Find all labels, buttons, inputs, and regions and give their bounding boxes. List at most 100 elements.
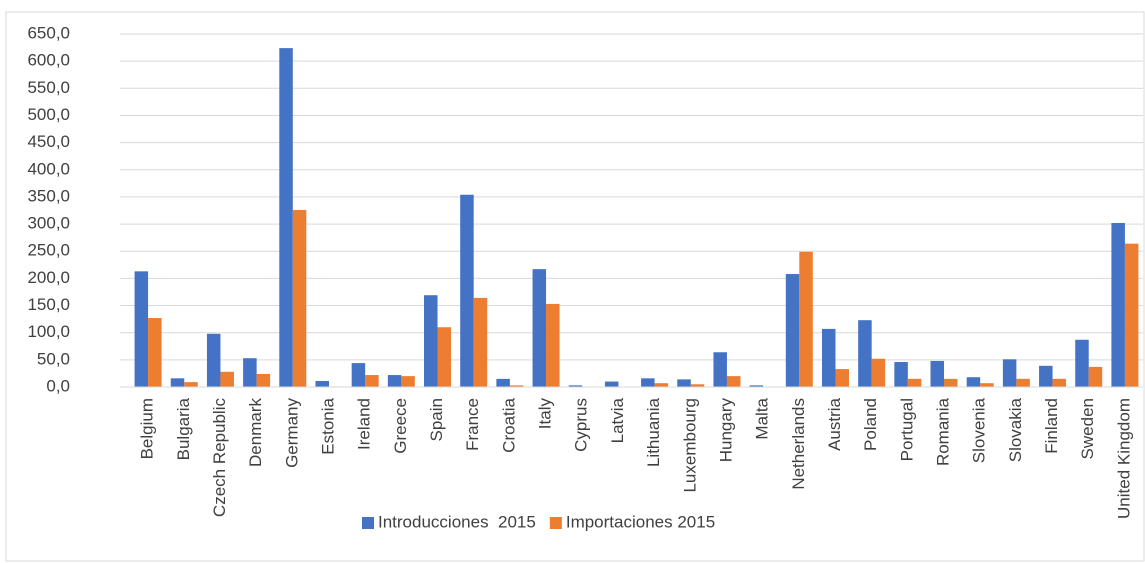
x-tick-label: Denmark [246, 398, 265, 467]
bar [1002, 359, 1017, 387]
bar [799, 251, 813, 387]
bar [944, 378, 958, 387]
bar [532, 269, 547, 387]
x-tick-label: Lithuania [644, 397, 663, 467]
y-tick-label: 100,0 [27, 322, 70, 341]
bar [387, 375, 402, 387]
bar [894, 362, 908, 387]
chart-border [5, 11, 1145, 562]
bar [785, 274, 800, 387]
x-tick-label: Finland [1042, 398, 1061, 454]
bar [460, 194, 474, 387]
bar [365, 375, 379, 387]
bar [1088, 366, 1103, 387]
x-tick-label: Belgium [138, 398, 157, 459]
bar [437, 327, 452, 387]
y-tick-label: 300,0 [27, 214, 70, 233]
bar [749, 385, 764, 387]
x-tick-label: Latvia [608, 397, 627, 443]
y-tick-label: 450,0 [27, 132, 70, 151]
bar [243, 358, 257, 387]
bar [220, 371, 234, 387]
bar [401, 376, 415, 387]
y-tick-label: 150,0 [27, 295, 70, 314]
y-tick-label: 550,0 [27, 78, 70, 97]
bar [871, 358, 886, 387]
bar [206, 333, 221, 387]
bar [292, 209, 307, 387]
bar [473, 297, 488, 387]
y-tick-label: 250,0 [27, 241, 70, 260]
bar [170, 378, 185, 387]
bar [509, 385, 524, 387]
x-tick-label: Slovakia [1006, 397, 1025, 462]
bar [148, 318, 162, 387]
bar [641, 378, 655, 387]
y-tick-label: 500,0 [27, 105, 70, 124]
x-tick-label: Romania [934, 397, 953, 466]
bar [568, 385, 583, 387]
legend-label: Importaciones 2015 [566, 512, 715, 531]
bar [654, 383, 669, 387]
x-tick-label: Germany [282, 398, 301, 468]
x-tick-label: Ireland [355, 398, 374, 450]
bar [184, 382, 198, 387]
x-tick-label: Czech Republic [210, 398, 229, 518]
y-tick-label: 600,0 [27, 51, 70, 70]
x-tick-label: Netherlands [789, 398, 808, 490]
bar [604, 381, 619, 387]
bar [256, 373, 271, 387]
x-tick-label: Greece [391, 398, 410, 454]
bar [279, 48, 293, 388]
x-tick-label: Malta [753, 397, 772, 439]
bar [134, 271, 149, 387]
x-tick-label: United Kingdom [1114, 398, 1133, 519]
y-tick-label: 0,0 [46, 376, 70, 395]
y-tick-label: 400,0 [27, 159, 70, 178]
x-tick-label: Italy [536, 398, 555, 430]
y-tick-label: 350,0 [27, 186, 70, 205]
y-tick-label: 200,0 [27, 268, 70, 287]
bar [424, 295, 438, 387]
x-tick-label: Austria [825, 397, 844, 450]
bar [1124, 243, 1139, 387]
x-tick-label: Hungary [716, 398, 735, 463]
x-tick-label: Luxembourg [680, 398, 699, 493]
bar [835, 369, 849, 387]
x-tick-label: Poland [861, 398, 880, 451]
legend-label: Introducciones 2015 [378, 512, 536, 531]
x-tick-label: Portugal [897, 398, 916, 461]
bar [980, 383, 994, 387]
bar [1052, 378, 1067, 387]
legend-swatch [362, 517, 374, 529]
bar [930, 360, 945, 387]
x-tick-label: Slovenia [970, 397, 989, 463]
x-tick-label: Croatia [499, 397, 518, 452]
y-tick-label: 50,0 [37, 349, 70, 368]
x-tick-label: Estonia [318, 397, 337, 454]
bar [713, 352, 727, 387]
x-tick-label: Spain [427, 398, 446, 441]
legend-swatch [549, 517, 562, 529]
x-tick-label: Bulgaria [174, 397, 193, 460]
bar [1111, 222, 1125, 387]
bar [677, 379, 691, 387]
bar [726, 376, 741, 387]
bar [907, 378, 922, 387]
y-tick-label: 650,0 [27, 23, 70, 42]
x-tick-label: France [463, 398, 482, 451]
bar [966, 377, 981, 387]
bar [858, 320, 872, 387]
bar [690, 384, 705, 387]
bar [1075, 339, 1089, 387]
bar [315, 381, 329, 387]
x-tick-label: Cyprus [572, 398, 591, 452]
bar [351, 363, 366, 387]
bar [821, 328, 836, 387]
x-tick-label: Sweden [1078, 398, 1097, 459]
bar [496, 378, 510, 387]
bar [1039, 365, 1053, 387]
bar [546, 303, 560, 387]
